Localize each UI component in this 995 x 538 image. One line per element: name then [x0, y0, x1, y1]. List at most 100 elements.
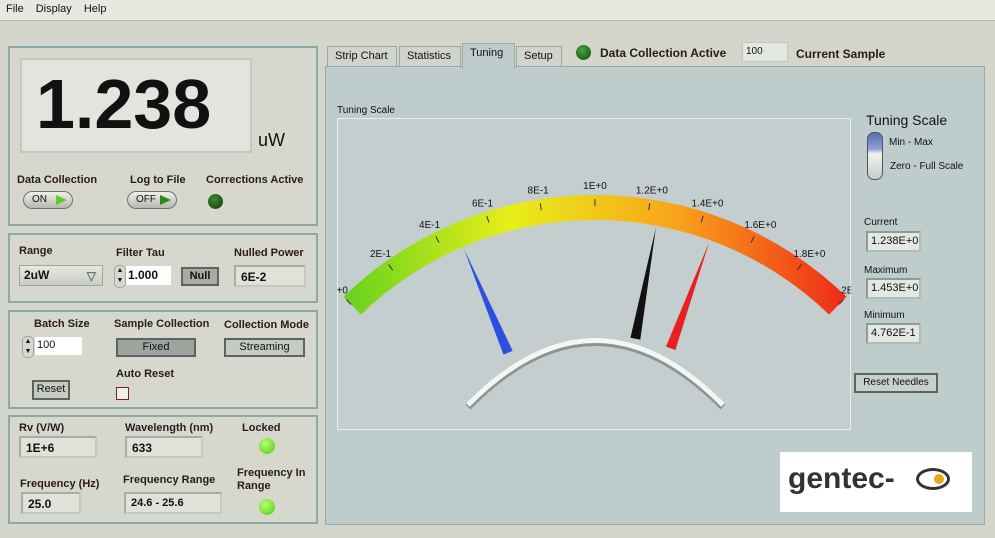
locked-led	[259, 438, 275, 454]
log-to-file-toggle[interactable]: OFF	[127, 191, 177, 209]
scale-option-min-max[interactable]: Min - Max	[889, 137, 933, 148]
current-needle	[630, 227, 656, 340]
tab-strip-chart[interactable]: Strip Chart	[327, 46, 397, 66]
tab-tuning[interactable]: Tuning	[462, 43, 515, 69]
gauge-tick-label: +0	[337, 285, 348, 296]
gauge-tick	[539, 203, 542, 211]
minimum-label: Minimum	[864, 310, 905, 321]
gauge-color-band	[343, 194, 847, 315]
gauge-tick-label: 4E-1	[419, 220, 441, 231]
auto-reset-checkbox[interactable]	[116, 387, 129, 400]
reset-button[interactable]: Reset	[32, 380, 70, 400]
range-label: Range	[19, 245, 53, 257]
auto-reset-label: Auto Reset	[116, 368, 175, 380]
rv-value: 1E+6	[19, 436, 97, 458]
range-select[interactable]: 2uW ▽	[19, 265, 103, 286]
maximum-label: Maximum	[864, 265, 908, 276]
gauge-tick	[435, 236, 440, 243]
scale-selector-title: Tuning Scale	[866, 112, 948, 128]
frequency-range-value: 24.6 - 25.6	[124, 492, 222, 514]
nulled-power-value: 6E-2	[234, 265, 306, 287]
gauge-tick-label: 8E-1	[528, 185, 550, 196]
gauge-tick-label: 2E	[841, 285, 851, 296]
range-panel: Range 2uW ▽ Filter Tau ▲ ▼ 1.000 Null Null…	[8, 233, 318, 303]
gauge-tick-label: 2E-1	[370, 249, 392, 260]
gauge-tick	[796, 264, 802, 271]
scale-selector-switch[interactable]	[867, 132, 883, 180]
wavelength-label: Wavelength (nm)	[125, 422, 214, 434]
frequency-label: Frequency (Hz)	[20, 478, 100, 490]
reset-needles-button[interactable]: Reset Needles	[854, 373, 938, 393]
batch-panel: Batch Size ▲ ▼ 100 Reset Sample Collectio…	[8, 310, 318, 409]
gauge-title: Tuning Scale	[337, 105, 395, 116]
gauge-tick-label: 1.8E+0	[793, 249, 825, 260]
current-label: Current	[864, 217, 898, 228]
sample-collection-button[interactable]: Fixed	[116, 338, 196, 357]
tab-setup[interactable]: Setup	[516, 46, 562, 66]
log-to-file-label: Log to File	[130, 174, 186, 186]
tab-statistics[interactable]: Statistics	[399, 46, 461, 66]
gauge-tick	[700, 215, 704, 223]
data-collection-toggle[interactable]: ON	[23, 191, 73, 209]
current-sample-value: 100	[742, 42, 788, 62]
chevron-down-icon: ▽	[86, 269, 96, 283]
frequency-value: 25.0	[21, 492, 81, 514]
detector-panel: Rv (V/W) 1E+6 Wavelength (nm) 633 Locked…	[8, 415, 318, 524]
sample-collection-label: Sample Collection	[114, 318, 210, 330]
current-sample-label: Current Sample	[796, 47, 886, 61]
batch-size-label: Batch Size	[34, 318, 90, 330]
rv-label: Rv (V/W)	[19, 422, 65, 434]
locked-label: Locked	[242, 422, 281, 434]
gauge-tick	[838, 299, 845, 305]
gauge-tick-label: 1.6E+0	[744, 220, 776, 231]
gauge-tick-label: 1.4E+0	[691, 198, 723, 209]
menu-display[interactable]: Display	[35, 3, 72, 15]
gauge-tick	[750, 236, 755, 243]
gauge-tick	[388, 264, 394, 271]
toggle-state: ON	[32, 194, 47, 205]
scale-option-zero-full[interactable]: Zero - Full Scale	[890, 161, 964, 172]
reading-unit: uW	[258, 130, 285, 150]
menu-file[interactable]: File	[6, 3, 24, 15]
corrections-active-led	[208, 194, 223, 209]
collection-mode-label: Collection Mode	[224, 319, 309, 331]
maximum-value: 1.453E+0	[866, 278, 921, 299]
frequency-in-range-led	[259, 499, 275, 515]
filter-tau-stepper[interactable]: ▲ ▼	[114, 265, 126, 288]
null-button[interactable]: Null	[181, 267, 219, 286]
menu-help[interactable]: Help	[83, 3, 107, 15]
tuning-tab-panel: Tuning Scale +0 2E-1 4E-1 6E-1 8E-1 1E+0 1.2E+…	[325, 66, 985, 525]
batch-size-stepper[interactable]: ▲ ▼	[22, 336, 34, 358]
wavelength-value: 633	[125, 436, 203, 458]
data-collection-active-label: Data Collection Active	[600, 46, 727, 60]
toggle-state: OFF	[136, 194, 156, 205]
gauge-tick-label: 1E+0	[583, 181, 607, 192]
gauge-dome	[466, 338, 725, 407]
maximum-needle	[665, 242, 710, 351]
tuning-gauge: +0 2E-1 4E-1 6E-1 8E-1 1E+0 1.2E+0 1.4E+0 1.6E+0…	[337, 118, 851, 430]
gauge-tick	[648, 203, 651, 211]
gauge-tick	[345, 299, 352, 305]
collection-mode-button[interactable]: Streaming	[224, 338, 305, 357]
frequency-in-range-label: Frequency In Range	[237, 467, 306, 492]
gauge-tick-label: 1.2E+0	[636, 185, 668, 196]
minimum-value: 4.762E-1	[866, 323, 921, 344]
gauge-tick-label: 6E-1	[472, 198, 494, 209]
reading-display: 1.238	[20, 58, 252, 153]
play-icon	[160, 195, 171, 205]
reading-value: 1.238	[36, 65, 212, 143]
corrections-active-label: Corrections Active	[206, 174, 304, 186]
reading-panel: 1.238 uW Data Collection ON Log to File …	[8, 46, 318, 226]
data-collection-label: Data Collection	[17, 174, 98, 186]
gentec-eo-logo: gentec-	[780, 452, 972, 512]
filter-tau-input[interactable]: 1.000	[126, 266, 171, 285]
filter-tau-label: Filter Tau	[116, 247, 165, 259]
play-icon	[56, 195, 67, 205]
batch-size-input[interactable]: 100	[35, 337, 82, 355]
menu-bar: File Display Help	[0, 0, 995, 21]
gauge-tick	[486, 215, 490, 223]
current-value: 1.238E+0	[866, 231, 921, 252]
minimum-needle	[463, 248, 513, 355]
data-collection-active-led	[576, 45, 591, 60]
frequency-range-label: Frequency Range	[123, 474, 216, 486]
